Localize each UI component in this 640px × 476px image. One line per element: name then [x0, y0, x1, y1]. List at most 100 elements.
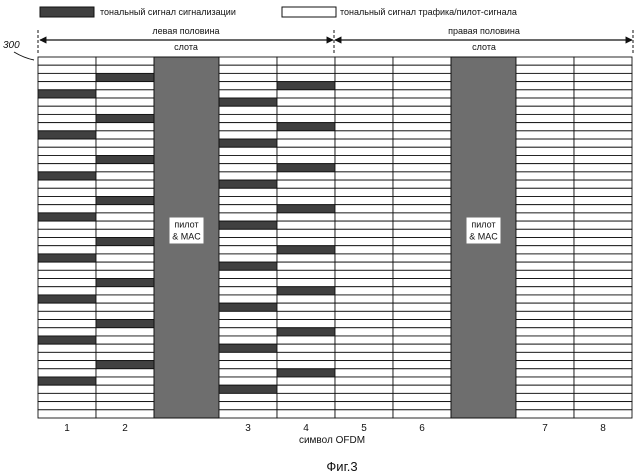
traffic-tone	[574, 295, 632, 303]
signaling-tone	[219, 98, 277, 106]
traffic-tone	[219, 188, 277, 196]
right-half-label-line1: правая половина	[448, 26, 520, 36]
traffic-tone	[393, 213, 451, 221]
traffic-tone	[574, 155, 632, 163]
traffic-tone	[96, 82, 154, 90]
signaling-tone	[277, 287, 335, 295]
traffic-tone	[335, 65, 393, 73]
traffic-tone	[516, 172, 574, 180]
symbol-index-label: 4	[303, 423, 309, 434]
traffic-tone	[574, 279, 632, 287]
traffic-tone	[516, 328, 574, 336]
traffic-tone	[574, 262, 632, 270]
traffic-tone	[38, 352, 96, 360]
traffic-tone	[335, 131, 393, 139]
traffic-tone	[38, 221, 96, 229]
traffic-tone	[335, 221, 393, 229]
traffic-tone	[516, 164, 574, 172]
traffic-tone	[516, 213, 574, 221]
legend-signaling-label: тональный сигнал сигнализации	[100, 7, 236, 17]
traffic-tone	[38, 114, 96, 122]
traffic-tone	[219, 377, 277, 385]
signaling-tone	[96, 196, 154, 204]
traffic-tone	[335, 270, 393, 278]
traffic-tone	[516, 196, 574, 204]
traffic-tone	[574, 328, 632, 336]
traffic-tone	[219, 73, 277, 81]
traffic-tone	[96, 303, 154, 311]
traffic-tone	[335, 123, 393, 131]
traffic-tone	[335, 164, 393, 172]
traffic-tone	[335, 311, 393, 319]
traffic-tone	[38, 279, 96, 287]
symbol-index-label: 2	[122, 423, 128, 434]
traffic-tone	[516, 238, 574, 246]
traffic-tone	[335, 377, 393, 385]
traffic-tone	[219, 57, 277, 65]
traffic-tone	[393, 188, 451, 196]
traffic-tone	[96, 393, 154, 401]
traffic-tone	[393, 369, 451, 377]
signaling-tone	[38, 131, 96, 139]
traffic-tone	[219, 270, 277, 278]
traffic-tone	[38, 155, 96, 163]
traffic-tone	[574, 369, 632, 377]
traffic-tone	[96, 369, 154, 377]
traffic-tone	[574, 131, 632, 139]
traffic-tone	[277, 196, 335, 204]
traffic-tone	[574, 114, 632, 122]
traffic-tone	[38, 65, 96, 73]
tone-grid: 12пилот& MAC3456пилот& MAC78	[38, 57, 632, 434]
traffic-tone	[219, 106, 277, 114]
traffic-tone	[574, 196, 632, 204]
traffic-tone	[335, 336, 393, 344]
signaling-tone	[38, 295, 96, 303]
traffic-tone	[219, 205, 277, 213]
traffic-tone	[219, 287, 277, 295]
traffic-tone	[574, 172, 632, 180]
traffic-tone	[96, 123, 154, 131]
traffic-tone	[335, 328, 393, 336]
signaling-tone	[219, 139, 277, 147]
signaling-tone	[219, 303, 277, 311]
traffic-tone	[574, 164, 632, 172]
traffic-tone	[277, 410, 335, 418]
traffic-tone	[516, 336, 574, 344]
symbol-index-label: 3	[245, 423, 251, 434]
traffic-tone	[516, 147, 574, 155]
traffic-tone	[574, 311, 632, 319]
traffic-tone	[516, 246, 574, 254]
traffic-tone	[96, 205, 154, 213]
traffic-tone	[393, 402, 451, 410]
traffic-tone	[96, 221, 154, 229]
ofdm-symbol-column-2: 2	[96, 57, 154, 434]
traffic-tone	[335, 114, 393, 122]
traffic-tone	[335, 303, 393, 311]
traffic-tone	[335, 254, 393, 262]
traffic-tone	[38, 410, 96, 418]
traffic-tone	[393, 123, 451, 131]
traffic-tone	[277, 213, 335, 221]
traffic-tone	[516, 344, 574, 352]
traffic-tone	[219, 229, 277, 237]
traffic-tone	[219, 328, 277, 336]
traffic-tone	[574, 213, 632, 221]
traffic-tone	[277, 114, 335, 122]
traffic-tone	[96, 65, 154, 73]
traffic-tone	[393, 238, 451, 246]
traffic-tone	[516, 303, 574, 311]
traffic-tone	[38, 123, 96, 131]
traffic-tone	[574, 82, 632, 90]
traffic-tone	[516, 98, 574, 106]
signaling-tone	[219, 180, 277, 188]
traffic-tone	[574, 57, 632, 65]
traffic-tone	[335, 147, 393, 155]
traffic-tone	[277, 90, 335, 98]
signaling-tone	[277, 369, 335, 377]
traffic-tone	[96, 106, 154, 114]
traffic-tone	[277, 270, 335, 278]
traffic-tone	[393, 180, 451, 188]
traffic-tone	[96, 254, 154, 262]
traffic-tone	[393, 262, 451, 270]
traffic-tone	[516, 139, 574, 147]
